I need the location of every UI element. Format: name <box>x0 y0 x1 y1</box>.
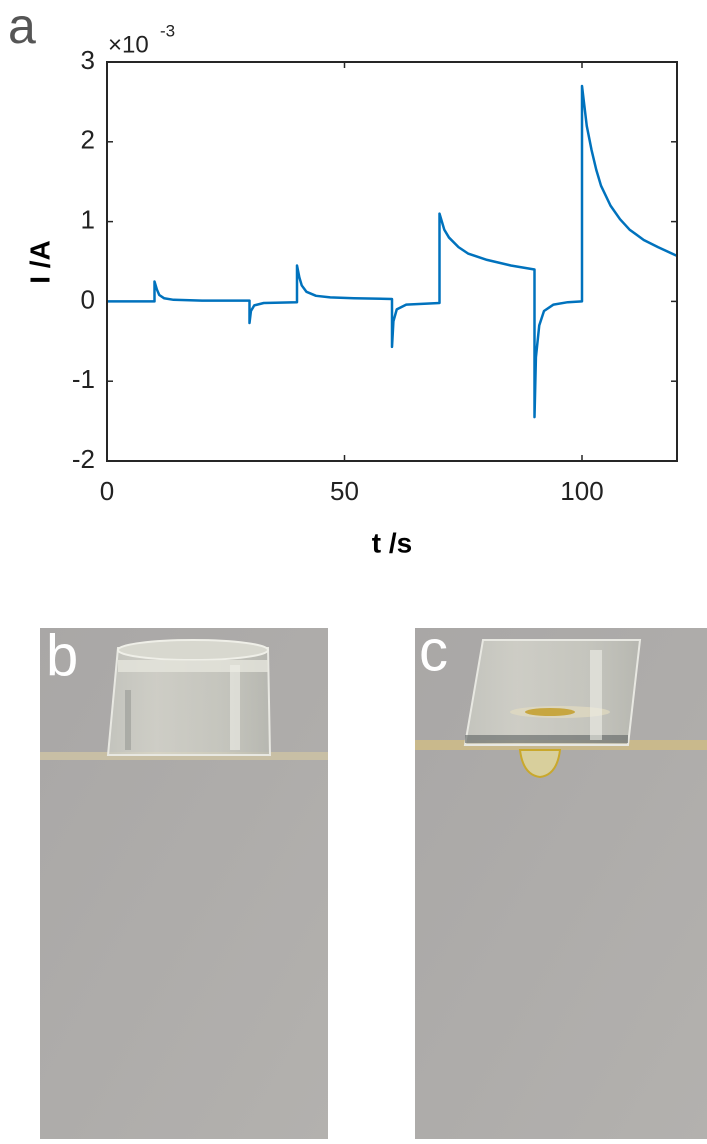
x-axis-label: t /s <box>372 527 412 558</box>
y-tick-label: 2 <box>81 125 95 155</box>
axis-multiplier-exponent: -3 <box>160 21 175 40</box>
y-tick-label: -1 <box>72 364 95 394</box>
axis-multiplier: ×10 <box>108 31 149 58</box>
y-tick-label: 0 <box>81 284 95 314</box>
y-axis-label: I /A <box>24 240 55 284</box>
photo <box>415 628 707 1139</box>
photo-label: b <box>46 623 78 688</box>
panel-label: a <box>8 0 36 54</box>
x-tick-label: 0 <box>100 476 114 506</box>
y-tick-label: -2 <box>72 444 95 474</box>
photo-label: c <box>419 618 448 683</box>
y-tick-label: 3 <box>81 45 95 75</box>
x-tick-label: 100 <box>560 476 603 506</box>
plot-frame <box>106 61 678 462</box>
x-tick-label: 50 <box>330 476 359 506</box>
plot-area <box>107 62 677 461</box>
photo <box>40 628 328 1139</box>
y-tick-label: 1 <box>81 204 95 234</box>
data-line <box>107 84 678 419</box>
